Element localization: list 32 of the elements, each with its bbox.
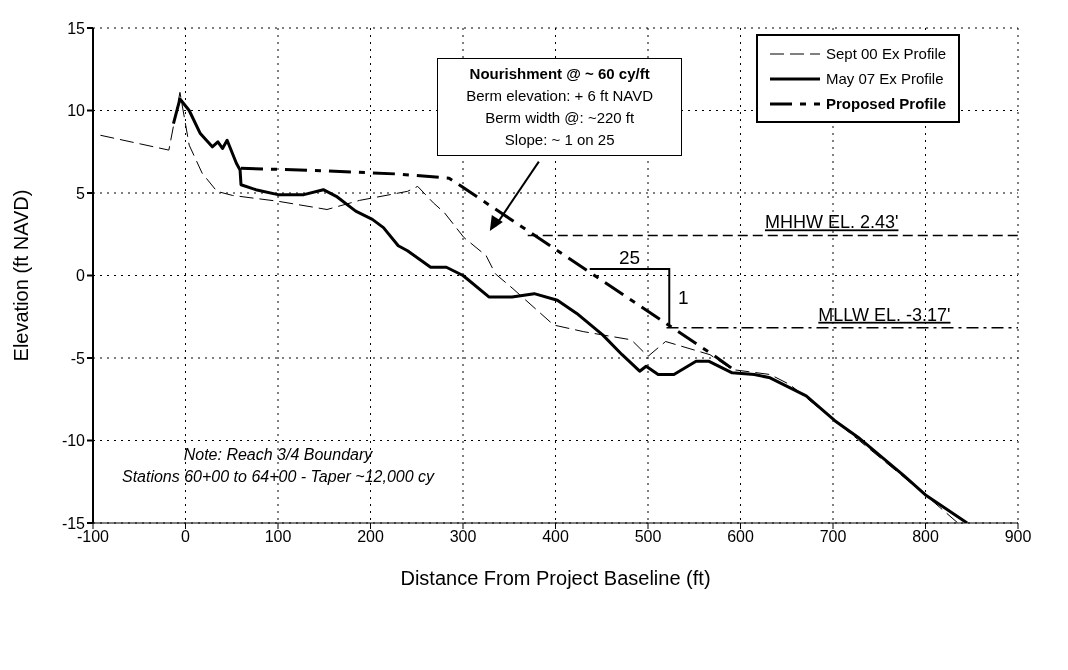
y-tick-label: -10 xyxy=(61,432,86,450)
annotation: Note: Reach 3/4 Boundary xyxy=(182,444,374,465)
annotation: Stations 60+00 to 64+00 - Taper ~12,000 cy xyxy=(120,466,436,487)
y-tick-label: 5 xyxy=(76,184,86,202)
x-tick-label: 500 xyxy=(634,528,662,546)
x-tick-label: 400 xyxy=(542,528,569,546)
x-tick-label: 100 xyxy=(264,528,292,546)
y-tick-label: -5 xyxy=(70,349,86,367)
annotation: 25 xyxy=(618,247,641,269)
legend-label: Proposed Profile xyxy=(826,94,947,114)
x-tick-label: 300 xyxy=(449,528,477,546)
legend-label: Sept 00 Ex Profile xyxy=(826,44,947,64)
ref-line-label: MHHW EL. 2.43' xyxy=(764,212,899,233)
x-tick-label: 200 xyxy=(357,528,384,546)
y-axis-title: Elevation (ft NAVD) xyxy=(10,189,33,362)
annotation: Berm elevation: + 6 ft NAVD xyxy=(465,85,655,106)
annotation: Slope: ~ 1 on 25 xyxy=(503,129,616,150)
ref-line-label: MLLW EL. -3.17' xyxy=(818,304,951,325)
y-tick-label: 0 xyxy=(76,267,86,285)
y-tick-label: 10 xyxy=(67,102,86,120)
x-tick-label: 900 xyxy=(1004,528,1032,546)
x-axis-title: Distance From Project Baseline (ft) xyxy=(400,567,711,589)
x-tick-label: 700 xyxy=(819,528,847,546)
annotation: 1 xyxy=(677,287,689,309)
annotation: Berm width @: ~220 ft xyxy=(484,107,636,128)
x-tick-label: -100 xyxy=(76,528,110,546)
annotation: Nourishment @ ~ 60 cy/ft xyxy=(468,63,651,84)
y-tick-label: 15 xyxy=(67,19,86,37)
legend-label: May 07 Ex Profile xyxy=(826,69,944,89)
x-tick-label: 0 xyxy=(181,528,191,546)
x-tick-label: 800 xyxy=(912,528,939,546)
x-tick-label: 600 xyxy=(727,528,754,546)
